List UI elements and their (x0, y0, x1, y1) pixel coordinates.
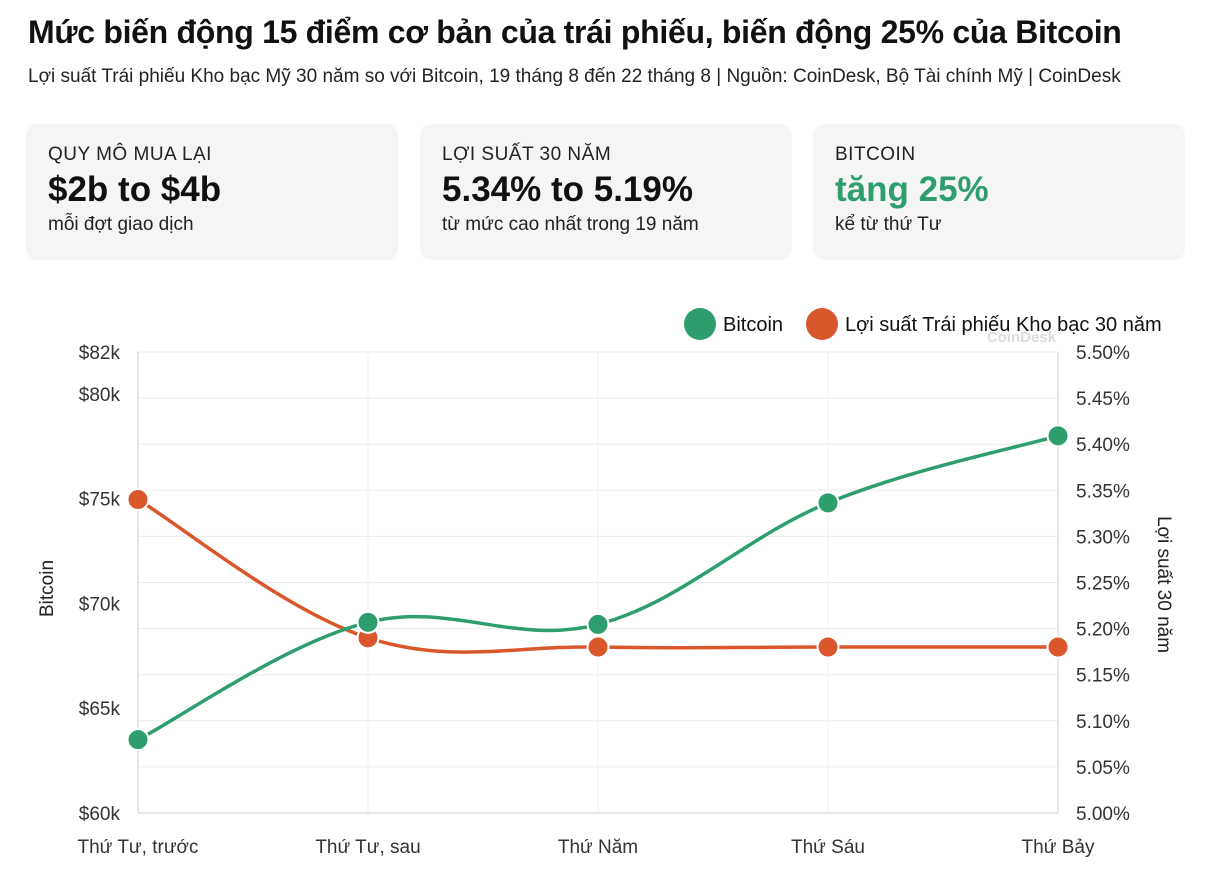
y-left-tick-label: $65k (79, 699, 121, 720)
stat-card-bitcoin: BITCOIN tăng 25% kể từ thứ Tư (813, 124, 1185, 260)
y-right-tick-label: 5.35% (1076, 481, 1130, 502)
data-point-yield (1046, 635, 1070, 659)
x-tick-label: Thứ Tư, sau (315, 837, 420, 858)
legend-label-yield: Lợi suất Trái phiếu Kho bạc 30 năm (845, 314, 1162, 336)
chart-subtitle: Lợi suất Trái phiếu Kho bạc Mỹ 30 năm so… (28, 66, 1121, 87)
y-right-tick-label: 5.30% (1076, 527, 1130, 548)
x-tick-label: Thứ Tư, trước (78, 837, 199, 858)
chart-title: Mức biến động 15 điểm cơ bản của trái ph… (28, 14, 1122, 50)
y-left-axis-title: Bitcoin (37, 560, 58, 617)
stat-card-desc: từ mức cao nhất trong 19 năm (442, 214, 699, 235)
y-left-tick-label: $82k (79, 343, 121, 364)
y-left-tick-label: $70k (79, 594, 121, 615)
x-tick-label: Thứ Bảy (1022, 837, 1095, 858)
stat-card-buyback: QUY MÔ MUA LẠI $2b to $4b mỗi đợt giao d… (26, 124, 398, 260)
data-point-bitcoin (356, 610, 380, 634)
stat-card-label: BITCOIN (835, 144, 916, 165)
y-right-tick-label: 5.15% (1076, 666, 1130, 687)
data-point-bitcoin (1046, 424, 1070, 448)
data-point-bitcoin (586, 612, 610, 636)
y-left-tick-label: $75k (79, 490, 121, 511)
y-right-tick-label: 5.40% (1076, 435, 1130, 456)
y-right-axis-title: Lợi suất 30 năm (1153, 516, 1174, 653)
legend-marker-bitcoin (684, 308, 716, 340)
y-right-tick-label: 5.20% (1076, 620, 1130, 641)
y-right-tick-label: 5.10% (1076, 712, 1130, 733)
data-point-bitcoin (126, 728, 150, 752)
stat-card-value: tăng 25% (835, 170, 989, 209)
data-point-yield (126, 488, 150, 512)
legend-label-bitcoin: Bitcoin (723, 314, 783, 336)
stat-card-yield: LỢI SUẤT 30 NĂM 5.34% to 5.19% từ mức ca… (420, 124, 792, 260)
y-right-tick-label: 5.45% (1076, 389, 1130, 410)
legend-marker-yield (806, 308, 838, 340)
y-right-tick-label: 5.00% (1076, 804, 1130, 825)
y-left-tick-label: $80k (79, 385, 121, 406)
stat-card-value: $2b to $4b (48, 170, 222, 209)
stat-card-label: QUY MÔ MUA LẠI (48, 144, 212, 165)
data-point-yield (586, 635, 610, 659)
data-point-yield (816, 635, 840, 659)
stat-card-desc: kể từ thứ Tư (835, 214, 942, 235)
watermark-text: CoinDesk (987, 329, 1057, 346)
stat-card-value: 5.34% to 5.19% (442, 170, 693, 209)
stat-card-desc: mỗi đợt giao dịch (48, 214, 194, 235)
y-right-tick-label: 5.25% (1076, 574, 1130, 595)
x-tick-label: Thứ Sáu (791, 837, 865, 858)
x-tick-label: Thứ Năm (558, 837, 638, 858)
data-point-bitcoin (816, 491, 840, 515)
y-right-tick-label: 5.50% (1076, 343, 1130, 364)
stat-card-label: LỢI SUẤT 30 NĂM (442, 144, 612, 165)
y-left-tick-label: $60k (79, 804, 121, 825)
y-right-tick-label: 5.05% (1076, 758, 1130, 779)
